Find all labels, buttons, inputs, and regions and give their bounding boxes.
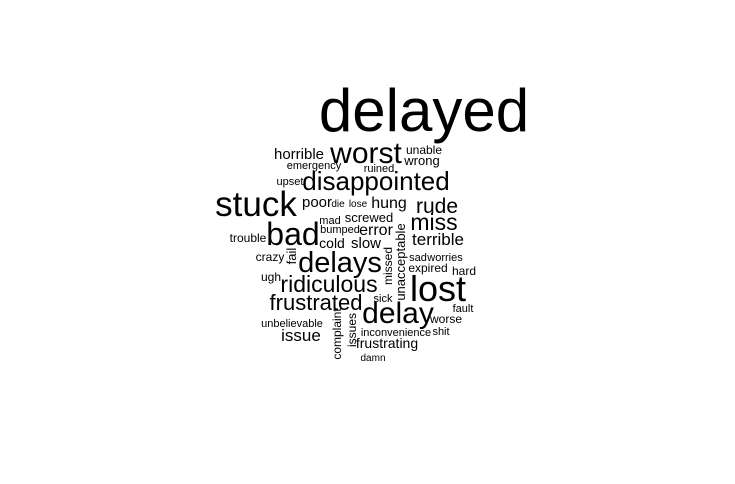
word-stuck: stuck bbox=[215, 185, 297, 224]
word-unable: unable bbox=[406, 143, 442, 157]
word-die: die bbox=[331, 199, 345, 210]
word-complaint: complaint bbox=[330, 308, 344, 360]
word-crazy: crazy bbox=[256, 250, 285, 264]
word-worries: worries bbox=[426, 252, 463, 264]
word-horrible: horrible bbox=[274, 146, 324, 163]
word-frustrating: frustrating bbox=[356, 335, 418, 351]
word-wrong: wrong bbox=[403, 153, 439, 168]
word-rude: rude bbox=[416, 195, 458, 218]
word-shit: shit bbox=[432, 326, 449, 338]
word-delay: delay bbox=[362, 297, 434, 330]
word-terrible: terrible bbox=[412, 230, 464, 249]
word-screwed: screwed bbox=[345, 210, 393, 225]
word-upset: upset bbox=[277, 176, 304, 188]
word-frustrated: frustrated bbox=[270, 290, 363, 315]
word-slow: slow bbox=[351, 235, 381, 252]
word-delayed: delayed bbox=[319, 77, 529, 144]
word-damn: damn bbox=[360, 353, 385, 364]
word-disappointed: disappointed bbox=[302, 166, 449, 196]
word-lose: lose bbox=[349, 199, 368, 210]
word-worse: worse bbox=[429, 312, 462, 326]
word-poor: poor bbox=[302, 194, 332, 211]
word-unbelievable: unbelievable bbox=[261, 318, 323, 330]
word-error: error bbox=[359, 222, 393, 239]
word-sad: sad bbox=[409, 252, 427, 264]
word-miss: miss bbox=[410, 209, 457, 235]
word-lost: lost bbox=[410, 268, 466, 309]
word-hard: hard bbox=[452, 264, 476, 278]
word-bumped: bumped bbox=[320, 224, 360, 236]
word-missed: missed bbox=[381, 247, 395, 285]
word-sick: sick bbox=[374, 293, 393, 305]
word-trouble: trouble bbox=[230, 231, 267, 245]
word-worst: worst bbox=[329, 137, 402, 170]
word-fault: fault bbox=[453, 303, 474, 315]
word-inconvenience: inconvenience bbox=[361, 327, 431, 339]
word-emergency: emergency bbox=[287, 160, 342, 172]
word-hung: hung bbox=[371, 195, 407, 212]
word-mad: mad bbox=[319, 215, 340, 227]
word-unacceptable: unacceptable bbox=[393, 223, 408, 300]
word-bad: bad bbox=[266, 216, 319, 252]
word-ugh: ugh bbox=[261, 270, 281, 284]
word-delays: delays bbox=[298, 247, 382, 279]
word-fail: fail bbox=[284, 248, 299, 265]
word-cold: cold bbox=[319, 235, 345, 251]
word-ridiculous: ridiculous bbox=[280, 271, 377, 297]
word-issues: issues bbox=[345, 313, 359, 347]
word-ruined: ruined bbox=[364, 163, 395, 175]
word-expired: expired bbox=[408, 261, 447, 275]
word-issue: issue bbox=[281, 326, 321, 345]
